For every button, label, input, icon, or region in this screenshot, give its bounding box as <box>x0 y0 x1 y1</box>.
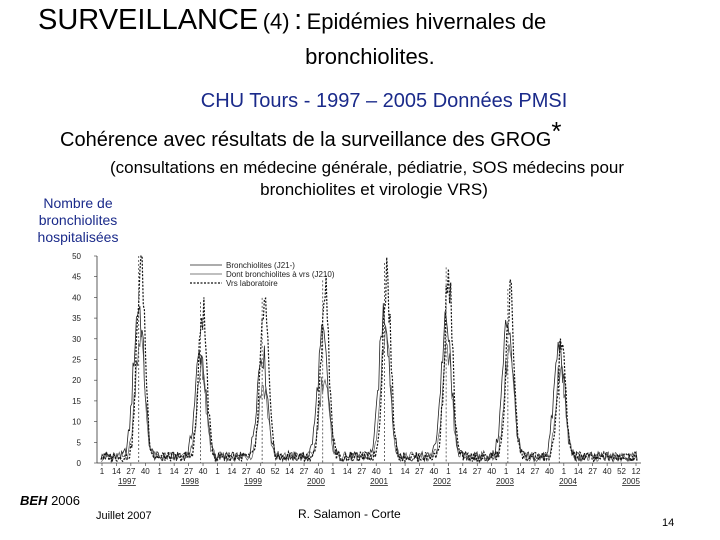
x-tick-label: 1 <box>331 467 336 476</box>
x-tick-label: 14 <box>574 467 583 476</box>
page-number: 14 <box>662 517 675 529</box>
x-tick-label: 12 <box>632 467 641 476</box>
source-citation: BEH 2006 <box>20 493 80 508</box>
x-tick-label: 1 <box>504 467 509 476</box>
x-tick-label: 40 <box>429 467 438 476</box>
y-tick-label: 25 <box>72 356 81 365</box>
title-number: (4) <box>262 9 290 34</box>
x-tick-label: 27 <box>357 467 366 476</box>
x-tick-label: 1 <box>215 467 220 476</box>
consultation-line-2: bronchiolites et virologie VRS) <box>260 180 488 199</box>
year-label: 1998 <box>181 477 199 486</box>
x-tick-label: 1 <box>446 467 451 476</box>
x-tick-label: 14 <box>343 467 352 476</box>
x-tick-label: 27 <box>126 467 135 476</box>
x-tick-label: 40 <box>372 467 381 476</box>
x-tick-label: 27 <box>242 467 251 476</box>
x-tick-label: 27 <box>184 467 193 476</box>
footer-date: Juillet 2007 <box>96 510 152 522</box>
x-tick-label: 1 <box>388 467 393 476</box>
legend-label: Dont bronchiolites à vrs (J210) <box>226 270 335 279</box>
footer-author: R. Salamon - Corte <box>298 507 401 521</box>
source-year: 2006 <box>51 493 80 508</box>
consultation-line-1: (consultations en médecine générale, péd… <box>109 158 625 177</box>
coherence-line: Cohérence avec résultats de la surveilla… <box>60 116 561 153</box>
legend-label: Bronchiolites (J21-) <box>226 261 295 270</box>
x-tick-label: 40 <box>199 467 208 476</box>
y-axis-title-line: Nombre de <box>43 195 113 211</box>
asterisk: * <box>551 116 562 146</box>
epidemic-chart: 0 5 10 15 20 25 30 35 40 45 50 1 14 27 40 1 14 27 40 1 14 27 4… <box>72 252 641 486</box>
y-tick-label: 0 <box>77 459 82 468</box>
title-rest: Epidémies hivernales de <box>306 9 547 34</box>
series-vrs-laboratoire <box>100 255 638 464</box>
year-label: 2002 <box>433 477 451 486</box>
x-tick-label: 14 <box>285 467 294 476</box>
x-tick-label: 14 <box>112 467 121 476</box>
x-tick-label: 40 <box>256 467 265 476</box>
y-tick-label: 10 <box>72 418 81 427</box>
x-tick-label: 27 <box>588 467 597 476</box>
legend-label: Vrs laboratoire <box>226 279 278 288</box>
year-label: 2003 <box>496 477 514 486</box>
x-tick-label: 52 <box>271 467 280 476</box>
y-axis-title: Nombre de bronchiolites hospitalisées <box>22 195 134 246</box>
y-tick-label: 20 <box>72 376 81 385</box>
x-tick-label: 27 <box>473 467 482 476</box>
y-axis-title-line: hospitalisées <box>37 229 119 245</box>
coherence-text: Cohérence avec résultats de la surveilla… <box>60 129 552 151</box>
y-tick-label: 5 <box>77 438 82 447</box>
x-tick-label: 40 <box>603 467 612 476</box>
x-tick-label: 14 <box>516 467 525 476</box>
x-tick-label: 27 <box>300 467 309 476</box>
y-tick-label: 40 <box>72 293 81 302</box>
x-tick-label: 40 <box>141 467 150 476</box>
title-line-2: bronchiolites. <box>305 44 435 69</box>
x-tick-label: 1 <box>100 467 105 476</box>
x-tick-label: 14 <box>227 467 236 476</box>
year-label: 2001 <box>370 477 388 486</box>
x-tick-label: 14 <box>401 467 410 476</box>
year-label: 2004 <box>559 477 577 486</box>
y-tick-label: 15 <box>72 397 81 406</box>
y-tick-label: 30 <box>72 335 81 344</box>
x-tick-label: 40 <box>487 467 496 476</box>
x-tick-label: 27 <box>415 467 424 476</box>
y-tick-label: 35 <box>72 314 81 323</box>
x-tick-label: 40 <box>314 467 323 476</box>
source-name: BEH <box>20 493 48 508</box>
y-tick-label: 45 <box>72 273 81 282</box>
subtitle: CHU Tours - 1997 – 2005 Données PMSI <box>200 90 568 112</box>
title-colon: : <box>294 4 303 36</box>
series-bronchiolites-vrs <box>100 325 638 463</box>
year-label: 1997 <box>118 477 136 486</box>
slide-title: SURVEILLANCE (4) : Epidémies hivernales … <box>38 4 718 37</box>
x-tick-label: 1 <box>158 467 163 476</box>
title-main: SURVEILLANCE <box>38 4 259 36</box>
x-tick-label: 1 <box>562 467 567 476</box>
x-tick-label: 27 <box>531 467 540 476</box>
series-bronchiolites <box>100 303 638 463</box>
year-label: 2005 <box>622 477 640 486</box>
x-tick-label: 52 <box>617 467 626 476</box>
year-label: 1999 <box>244 477 262 486</box>
x-tick-label: 14 <box>170 467 179 476</box>
y-tick-label: 50 <box>72 252 81 261</box>
year-label: 2000 <box>307 477 325 486</box>
y-axis-title-line: bronchiolites <box>38 212 118 228</box>
x-tick-label: 40 <box>545 467 554 476</box>
x-tick-label: 14 <box>458 467 467 476</box>
